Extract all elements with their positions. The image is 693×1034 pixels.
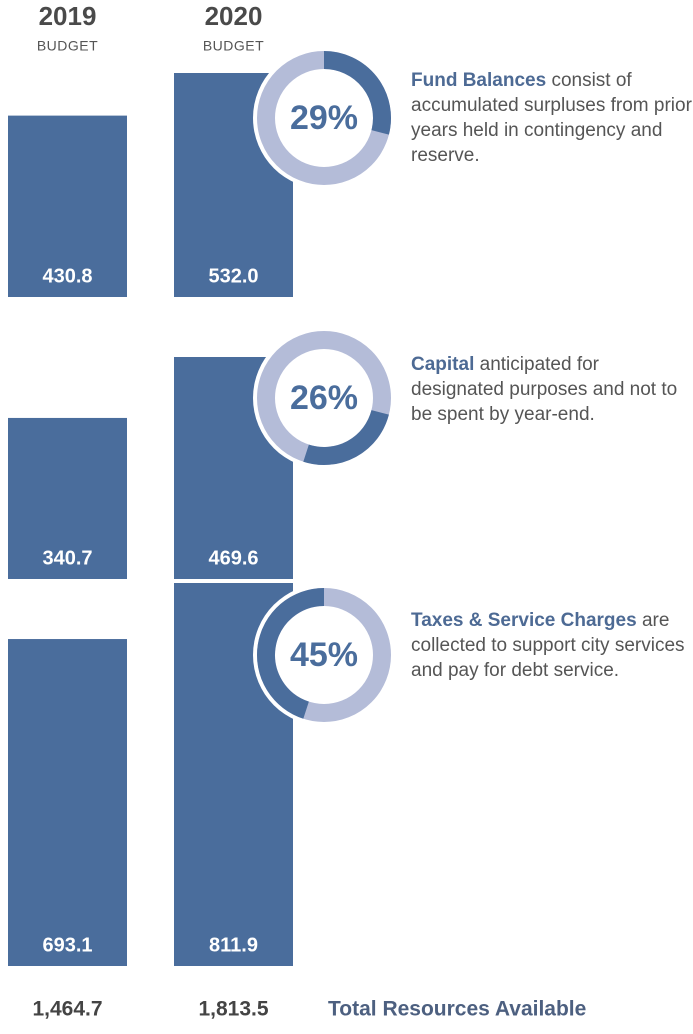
series-text: consist of accumulated surpluses from pr… — [411, 70, 692, 166]
series-name: Taxes & Service Charges — [411, 610, 637, 631]
bar — [8, 115, 127, 297]
donut-share-label: 29% — [290, 99, 358, 137]
series-text: are collected to support city services a… — [411, 610, 685, 681]
total-value: 1,813.5 — [198, 998, 268, 1021]
series-name: Capital — [411, 354, 475, 375]
series-description: Capital anticipated for designated purpo… — [411, 352, 693, 427]
series-description: Taxes & Service Charges are collected to… — [411, 608, 693, 683]
bar — [8, 639, 127, 966]
bar-value-label: 430.8 — [42, 265, 92, 287]
bar-value-label: 811.9 — [209, 934, 258, 956]
donut-share-arc — [323, 51, 391, 135]
bar-value-label: 532.0 — [208, 265, 258, 287]
series-text: anticipated for designated purposes and … — [411, 354, 678, 425]
donut-share-arc — [303, 409, 389, 465]
bar — [8, 417, 127, 579]
total-label: Total Resources Available — [328, 998, 586, 1021]
year-sublabel: BUDGET — [203, 38, 264, 54]
total-value: 1,464.7 — [32, 998, 102, 1021]
donut-share-arc — [257, 588, 325, 719]
donut-share-label: 26% — [290, 379, 358, 417]
series-name: Fund Balances — [411, 70, 547, 91]
bar-value-label: 469.6 — [208, 547, 258, 569]
bar-value-label: 340.7 — [42, 547, 92, 569]
year-label: 2020 — [205, 1, 263, 31]
donut-share-label: 45% — [290, 636, 358, 674]
year-sublabel: BUDGET — [37, 38, 98, 54]
series-description: Fund Balances consist of accumulated sur… — [411, 68, 693, 168]
bar-value-label: 693.1 — [42, 934, 92, 956]
year-label: 2019 — [39, 1, 97, 31]
